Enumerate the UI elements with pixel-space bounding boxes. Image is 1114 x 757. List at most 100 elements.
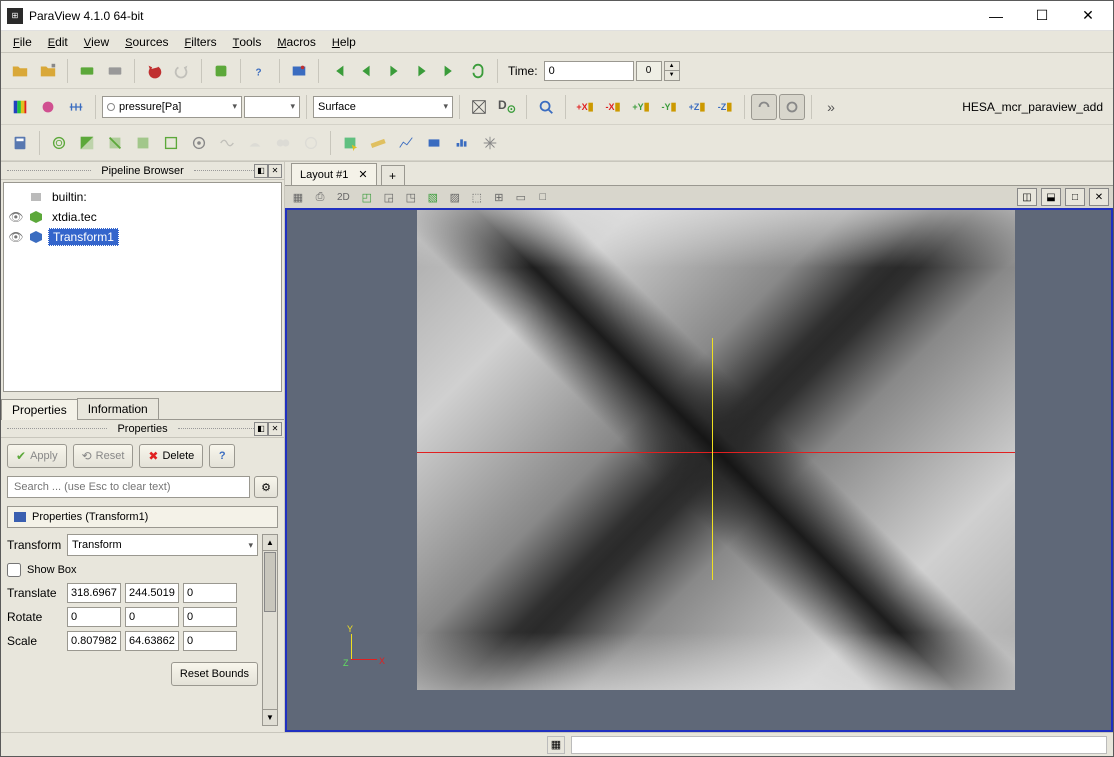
menu-file[interactable]: File (5, 33, 40, 51)
rotate-z-input[interactable] (183, 607, 237, 627)
auto-apply-icon[interactable] (208, 58, 234, 84)
v-icon-1[interactable]: ▦ (289, 188, 307, 206)
undo-icon[interactable] (141, 58, 167, 84)
last-frame-icon[interactable] (437, 58, 463, 84)
close-view-icon[interactable]: ✕ (1089, 188, 1109, 206)
pipeline-tree[interactable]: builtin:👁xtdia.tec👁Transform1 (3, 182, 282, 392)
delete-button[interactable]: ✖Delete (139, 444, 203, 468)
group-icon[interactable] (270, 130, 296, 156)
probe-icon[interactable] (421, 130, 447, 156)
calculator-icon[interactable] (7, 130, 33, 156)
minus-z-icon[interactable]: -Z▮ (712, 94, 738, 120)
ruler-icon[interactable] (365, 130, 391, 156)
variable-combo[interactable]: pressure[Pa] (102, 96, 242, 118)
v-icon-7[interactable]: ▨ (446, 188, 464, 206)
clip-icon[interactable] (74, 130, 100, 156)
visibility-icon[interactable]: 👁 (8, 210, 24, 224)
time-spinner[interactable]: ▲▼ (664, 61, 680, 81)
menu-view[interactable]: View (76, 33, 117, 51)
play-icon[interactable] (381, 58, 407, 84)
menu-sources[interactable]: Sources (117, 33, 176, 51)
render-view[interactable]: Y X Z (285, 208, 1113, 732)
selection-icon[interactable] (337, 130, 363, 156)
warp-icon[interactable] (242, 130, 268, 156)
screenshot-icon[interactable] (286, 58, 312, 84)
histogram-icon[interactable] (449, 130, 475, 156)
contour-icon[interactable] (46, 130, 72, 156)
apply-button[interactable]: ✔Apply (7, 444, 67, 468)
plus-x-icon[interactable]: +X▮ (572, 94, 598, 120)
v-icon-2[interactable]: ⎙ (311, 188, 329, 206)
more-icon[interactable]: » (818, 94, 844, 120)
add-layout-button[interactable]: + (381, 165, 405, 185)
rescale-icon[interactable] (35, 94, 61, 120)
close-tab-icon[interactable]: ✕ (358, 168, 367, 181)
close-button[interactable]: ✕ (1065, 1, 1111, 31)
colormap-icon[interactable] (7, 94, 33, 120)
scale-y-input[interactable] (125, 631, 179, 651)
rotate-90-icon[interactable] (779, 94, 805, 120)
glyph-icon[interactable] (186, 130, 212, 156)
rotate-y-input[interactable] (125, 607, 179, 627)
v-icon-5[interactable]: ◳ (402, 188, 420, 206)
plus-z-icon[interactable]: +Z▮ (684, 94, 710, 120)
open-icon[interactable] (7, 58, 33, 84)
transform-combo[interactable]: Transform (67, 534, 258, 556)
properties-dock-icon[interactable]: ◧ (254, 422, 268, 436)
translate-x-input[interactable] (67, 583, 121, 603)
macro-label[interactable]: HESA_mcr_paraview_add (962, 100, 1103, 114)
scale-z-input[interactable] (183, 631, 237, 651)
v-icon-11[interactable]: □ (534, 188, 552, 206)
pipeline-item[interactable]: 👁Transform1 (6, 227, 279, 247)
threshold-icon[interactable] (130, 130, 156, 156)
tab-properties[interactable]: Properties (1, 399, 78, 420)
menu-macros[interactable]: Macros (269, 33, 324, 51)
section-properties[interactable]: Properties (Transform1) (7, 506, 278, 528)
menu-help[interactable]: Help (324, 33, 364, 51)
slice-icon[interactable] (102, 130, 128, 156)
stream-icon[interactable] (214, 130, 240, 156)
reset-button[interactable]: ⟲Reset (73, 444, 134, 468)
translate-z-input[interactable] (183, 583, 237, 603)
v-icon-8[interactable]: ⬚ (468, 188, 486, 206)
loop-icon[interactable] (465, 58, 491, 84)
plus-y-icon[interactable]: +Y▮ (628, 94, 654, 120)
v-icon-9[interactable]: ⊞ (490, 188, 508, 206)
time-input[interactable] (544, 61, 634, 81)
translate-y-input[interactable] (125, 583, 179, 603)
component-combo[interactable] (244, 96, 300, 118)
pipeline-item[interactable]: 👁xtdia.tec (6, 207, 279, 227)
scale-x-input[interactable] (67, 631, 121, 651)
reset-bounds-button[interactable]: Reset Bounds (171, 662, 258, 686)
save-icon[interactable] (35, 58, 61, 84)
edit-colormap-icon[interactable] (63, 94, 89, 120)
zoom-data-icon[interactable]: D⊙ (494, 94, 520, 120)
redo-icon[interactable] (169, 58, 195, 84)
v-icon-10[interactable]: ▭ (512, 188, 530, 206)
search-input[interactable] (7, 476, 250, 498)
v-icon-6[interactable]: ▧ (424, 188, 442, 206)
next-frame-icon[interactable] (409, 58, 435, 84)
showbox-checkbox[interactable] (7, 563, 21, 577)
tab-information[interactable]: Information (77, 398, 159, 419)
menu-edit[interactable]: Edit (40, 33, 76, 51)
minimize-button[interactable]: — (973, 1, 1019, 31)
reset-camera-icon[interactable] (466, 94, 492, 120)
pipeline-close-icon[interactable]: ✕ (268, 164, 282, 178)
minus-y-icon[interactable]: -Y▮ (656, 94, 682, 120)
menu-tools[interactable]: Tools (225, 33, 270, 51)
v-icon-3[interactable]: ◰ (358, 188, 376, 206)
help-icon[interactable]: ? (247, 58, 273, 84)
rotate-x-input[interactable] (67, 607, 121, 627)
split-v-icon[interactable]: ⬓ (1041, 188, 1061, 206)
minus-x-icon[interactable]: -X▮ (600, 94, 626, 120)
properties-scrollbar[interactable]: ▲▼ (262, 534, 278, 726)
pipeline-item[interactable]: builtin: (6, 187, 279, 207)
extract-sel-icon[interactable] (298, 130, 324, 156)
status-icon[interactable]: ▦ (547, 736, 565, 754)
first-frame-icon[interactable] (325, 58, 351, 84)
zoom-to-box-icon[interactable] (533, 94, 559, 120)
view-mode-2d[interactable]: 2D (333, 188, 354, 206)
connect-icon[interactable] (74, 58, 100, 84)
v-icon-4[interactable]: ◲ (380, 188, 398, 206)
